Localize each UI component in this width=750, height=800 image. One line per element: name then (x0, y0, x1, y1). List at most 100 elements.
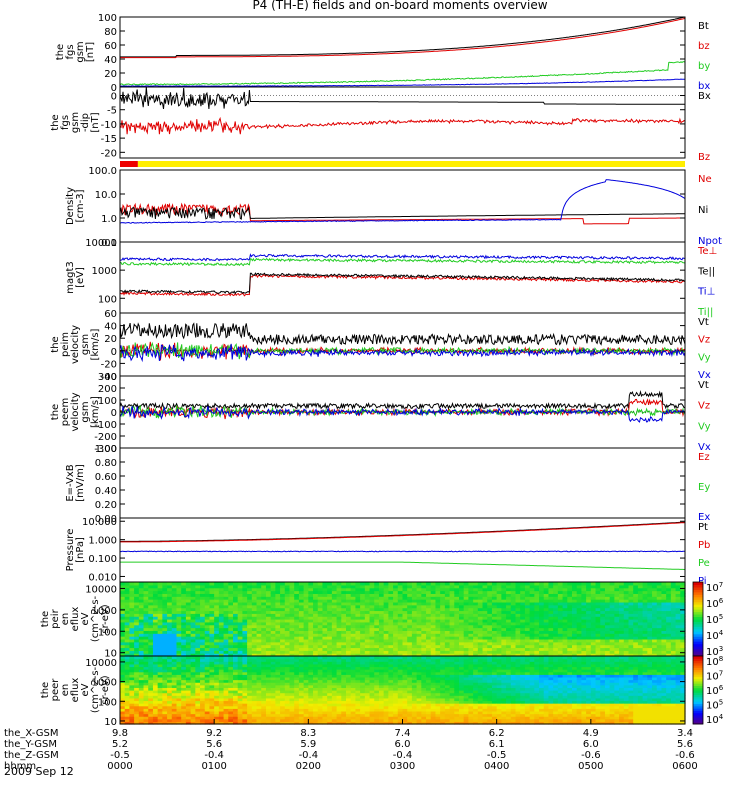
ylabel-fgs_gsm_dip: fgs (60, 115, 71, 130)
ytick-fgs_gsm: 40 (104, 55, 117, 66)
ylabel-peer_spectrogram: peer (50, 678, 61, 702)
ytick-pressure: 1.000 (88, 536, 117, 547)
colorbar-tick: 104 (706, 713, 724, 726)
ytick-peim_velocity: 40 (104, 322, 117, 333)
ytick-peim_velocity: 20 (104, 334, 117, 345)
xaxis-value: 6.2 (489, 728, 505, 739)
ytick-peir_spectrogram: 10 (104, 649, 117, 660)
legend-Ne: Ne (698, 174, 712, 185)
ylabel-peem_velocity: gsm (80, 401, 91, 422)
ytick-temperature: 10000 (85, 238, 117, 249)
xaxis-value: 7.4 (395, 728, 411, 739)
ytick-peem_velocity: -300 (94, 444, 117, 455)
ytick-peem_velocity: 200 (98, 384, 117, 395)
ylabel-peir_spectrogram: sr-eV) (100, 604, 111, 633)
ytick-fgs_gsm: 0 (111, 83, 117, 94)
xaxis-value: 6.1 (489, 739, 505, 750)
ylabel-fgs_gsm_dip: -dip (80, 113, 91, 132)
series-pressure-Pi (119, 550, 686, 553)
panel-peim_velocity (119, 312, 686, 377)
ytick-temperature: 100 (98, 294, 117, 305)
ytick-peer_spectrogram: 10000 (85, 658, 117, 669)
ytick-density: 100.0 (88, 166, 117, 177)
xaxis-value: 0300 (390, 761, 415, 772)
ylabel-peim_velocity: [km/s] (90, 328, 101, 360)
ytick-density: 0.1 (101, 238, 117, 249)
xaxis-value: -0.5 (487, 750, 507, 761)
series-temperature-Te⊥ (119, 274, 686, 297)
series-pressure-Pe (120, 561, 685, 570)
xaxis-row-label: the_X-GSM (4, 728, 58, 739)
ytick-efield: 0.40 (95, 486, 117, 497)
panel-fgs_gsm_dip (119, 86, 686, 159)
xaxis-value: 0600 (672, 761, 697, 772)
xaxis-row-label: the_Z-GSM (4, 750, 59, 761)
legend-Pb: Pb (698, 540, 710, 551)
ytick-fgs_gsm_dip: 0 (111, 92, 117, 103)
ylabel-density: [cm-3] (75, 189, 86, 222)
ytick-peim_velocity: 60 (104, 309, 117, 320)
xaxis-value: -0.4 (299, 750, 319, 761)
xaxis-value: 0400 (484, 761, 509, 772)
ylabel-peer_spectrogram: eflux (70, 678, 81, 703)
legend-Pe: Pe (698, 558, 710, 569)
colorbar-tick: 106 (706, 597, 724, 610)
ytick-fgs_gsm: 20 (104, 69, 117, 80)
colorbar-tick: 106 (706, 684, 724, 697)
ylabel-peem_velocity: velocity (70, 392, 81, 431)
ytick-pressure: 0.010 (88, 572, 117, 583)
series-temperature-Ti⊥ (119, 253, 686, 262)
series-pressure-Pt (120, 521, 686, 542)
ytick-peem_velocity: -100 (94, 420, 117, 431)
ytick-fgs_gsm: 60 (104, 41, 117, 52)
ylabel-peer_spectrogram: en (60, 684, 71, 697)
colorbar-tick: 105 (706, 613, 723, 626)
ylabel-fgs_gsm: the (55, 44, 66, 60)
ylabel-peem_velocity: the (50, 404, 61, 420)
series-density-Ne (119, 202, 685, 225)
ylabel-fgs_gsm: fgs (65, 44, 76, 59)
legend-Pi: Pi (698, 576, 707, 587)
ylabel-fgs_gsm_dip: gsm (70, 112, 81, 133)
panel-density (119, 169, 686, 243)
ylabel-peem_velocity: peem (60, 398, 71, 426)
xaxis-value: 0500 (578, 761, 603, 772)
series-peem_velocity-Vt (119, 389, 686, 411)
ylabel-pressure: [nPa] (75, 537, 86, 563)
legend-Vx: Vx (698, 370, 711, 381)
series-density-Npot (119, 179, 686, 224)
ylabel-peim_velocity: velocity (70, 325, 81, 364)
ytick-efield: 1.00 (95, 444, 117, 455)
panel-fgs_gsm (119, 16, 686, 88)
colorbar-tick: 105 (706, 699, 723, 712)
legend-Vt: Vt (698, 380, 709, 391)
xaxis-value: -0.5 (110, 750, 130, 761)
ytick-peer_spectrogram: 100 (98, 697, 117, 708)
ytick-density: 10.0 (95, 190, 117, 201)
ytick-peem_velocity: 100 (98, 396, 117, 407)
legend-Vt: Vt (698, 317, 709, 328)
ylabel-fgs_gsm_dip: [nT] (90, 112, 101, 132)
legend-bx: bx (698, 81, 710, 92)
xaxis-value: 0100 (201, 761, 226, 772)
xaxis-value: 3.4 (677, 728, 693, 739)
plot-title: P4 (TH-E) fields and on-board moments ov… (252, 0, 548, 12)
ytick-fgs_gsm: 80 (104, 27, 117, 38)
ytick-peim_velocity: -40 (101, 372, 117, 383)
ytick-fgs_gsm_dip: -15 (101, 134, 117, 145)
ytick-fgs_gsm_dip: -10 (101, 120, 117, 131)
panel-peir_spectrogram (119, 581, 686, 657)
legend-bz: bz (698, 41, 710, 52)
panel-temperature (119, 241, 686, 314)
ytick-efield: 0.60 (95, 472, 117, 483)
xaxis-row-label: hhmm (4, 761, 36, 772)
xaxis-value: 6.0 (583, 739, 599, 750)
legend-Vx: Vx (698, 442, 711, 453)
xaxis-value: 5.2 (112, 739, 128, 750)
legend-Vy: Vy (698, 352, 711, 363)
legend-Ey: Ey (698, 482, 710, 493)
series-peim_velocity-Vx (119, 343, 686, 363)
ylabel-efield: E=-VxB (65, 464, 76, 501)
ylabel-peir_spectrogram: (cm^2-s- (90, 595, 101, 642)
